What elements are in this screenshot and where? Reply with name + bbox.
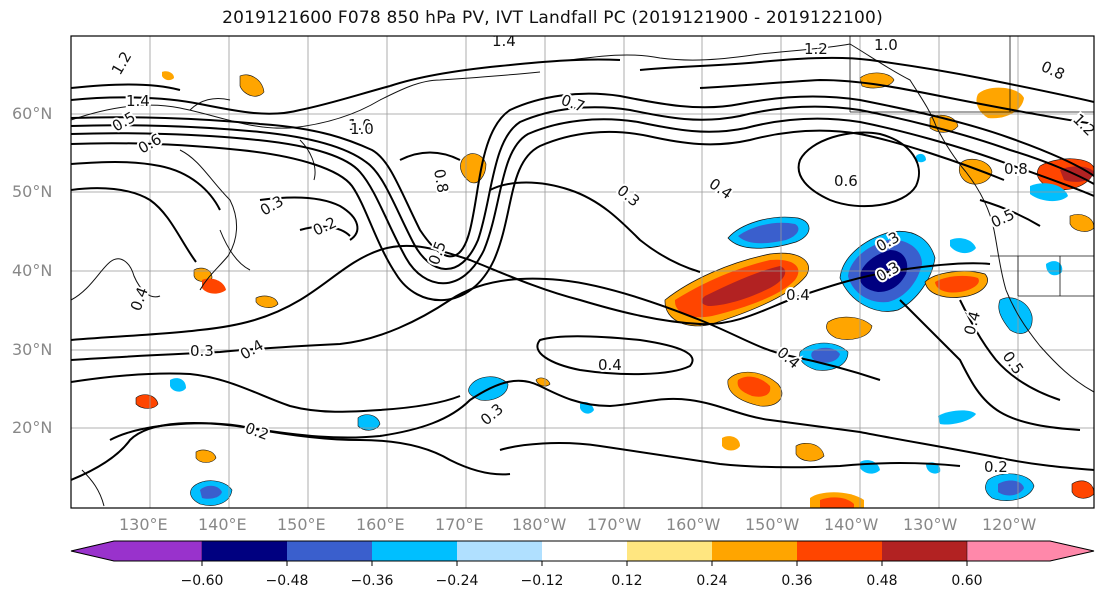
- colorbar-label: 0.24: [696, 573, 728, 589]
- positive-anomaly-blob: [935, 275, 979, 293]
- lon-label-170w: 170°W: [587, 515, 642, 534]
- colorbar-label: −0.12: [520, 573, 564, 589]
- colorbar-segment: [542, 541, 627, 561]
- positive-anomaly-blob: [535, 377, 551, 387]
- colorbar-segment: [372, 541, 457, 561]
- contour-label: 0.3: [190, 342, 214, 360]
- contour-label: 1.4: [492, 32, 516, 50]
- lat-label-30n: 30°N: [12, 340, 53, 359]
- colorbar-label: −0.60: [180, 573, 224, 589]
- shaded-anomalies: [135, 71, 1094, 508]
- colorbar-label: −0.24: [435, 573, 479, 589]
- contour-label: 0.6: [834, 172, 858, 190]
- positive-anomaly-blob: [162, 71, 174, 81]
- colorbar-label: 0.60: [951, 573, 983, 589]
- positive-anomaly-blob: [239, 74, 265, 97]
- colorbar-segment: [966, 540, 1095, 562]
- lat-label-40n: 40°N: [12, 261, 53, 280]
- lon-label-130w: 130°W: [903, 515, 958, 534]
- positive-anomaly-blob: [195, 449, 217, 463]
- positive-anomaly-blob: [795, 443, 825, 462]
- contour-label: 1.0: [874, 36, 898, 54]
- positive-anomaly-blob: [202, 278, 226, 294]
- colorbar-segment: [627, 541, 712, 561]
- map-title: 2019121600 F078 850 hPa PV, IVT Landfall…: [222, 8, 883, 28]
- negative-anomaly-blob: [170, 378, 186, 392]
- positive-anomaly-blob: [255, 295, 279, 308]
- lon-label-160e: 160°E: [356, 515, 405, 534]
- lon-label-150e: 150°E: [277, 515, 326, 534]
- negative-anomaly-blob: [926, 462, 941, 474]
- contour-label: 0.4: [598, 356, 622, 374]
- colorbar-segment: [797, 541, 882, 561]
- positive-anomaly-blob: [722, 436, 740, 451]
- lon-label-130e: 130°E: [119, 515, 168, 534]
- contour-label: 1.2: [804, 40, 828, 58]
- negative-anomaly-blob: [938, 410, 976, 425]
- lon-label-150w: 150°W: [745, 515, 800, 534]
- colorbar-segment: [202, 541, 287, 561]
- negative-anomaly-blob: [811, 347, 840, 363]
- colorbar-label: −0.48: [265, 573, 309, 589]
- negative-anomaly-blob: [916, 153, 926, 163]
- negative-anomaly-blob: [998, 480, 1024, 496]
- contour-label: 0.2: [984, 458, 1008, 476]
- colorbar-label: 0.36: [781, 573, 813, 589]
- positive-anomaly-blob: [135, 394, 159, 409]
- positive-anomaly-blob: [701, 266, 786, 306]
- lat-label-50n: 50°N: [12, 182, 53, 201]
- positive-anomaly-blob: [820, 497, 854, 508]
- contour-label: 1.0: [350, 120, 374, 138]
- lat-label-60n: 60°N: [12, 104, 53, 123]
- graticule: [71, 36, 1094, 508]
- lon-label-160w: 160°W: [666, 515, 721, 534]
- colorbar-segment: [70, 540, 203, 562]
- map-frame: [70, 35, 1095, 509]
- colorbar-segment: [287, 541, 372, 561]
- lon-label-140e: 140°E: [198, 515, 247, 534]
- positive-anomaly-blob: [826, 316, 873, 340]
- colorbar-label: 0.12: [611, 573, 643, 589]
- positive-anomaly-blob: [737, 376, 771, 397]
- negative-anomaly-blob: [1046, 261, 1063, 276]
- colorbar-segment: [457, 541, 542, 561]
- colorbar: [70, 540, 1095, 566]
- contour-label: 0.8: [1004, 160, 1028, 178]
- positive-anomaly-blob: [193, 267, 213, 282]
- lon-label-120w: 120°W: [982, 515, 1037, 534]
- negative-anomaly-blob: [200, 485, 222, 499]
- lon-label-180w: 180°W: [512, 515, 567, 534]
- contour-label: 1.0: [348, 116, 372, 134]
- colorbar-segment: [712, 541, 797, 561]
- contour-label: 1.4: [126, 92, 150, 110]
- negative-anomaly-blob: [357, 414, 381, 431]
- pv-contours: [71, 56, 1094, 481]
- lon-label-140w: 140°W: [824, 515, 879, 534]
- colorbar-segment: [882, 541, 967, 561]
- contour-label: 0.4: [786, 286, 810, 304]
- negative-anomaly-blob: [950, 238, 976, 254]
- lat-label-20n: 20°N: [12, 418, 53, 437]
- negative-anomaly-blob: [738, 222, 799, 244]
- colorbar-label: −0.36: [350, 573, 394, 589]
- colorbar-label: 0.48: [866, 573, 898, 589]
- lon-label-170e: 170°E: [435, 515, 484, 534]
